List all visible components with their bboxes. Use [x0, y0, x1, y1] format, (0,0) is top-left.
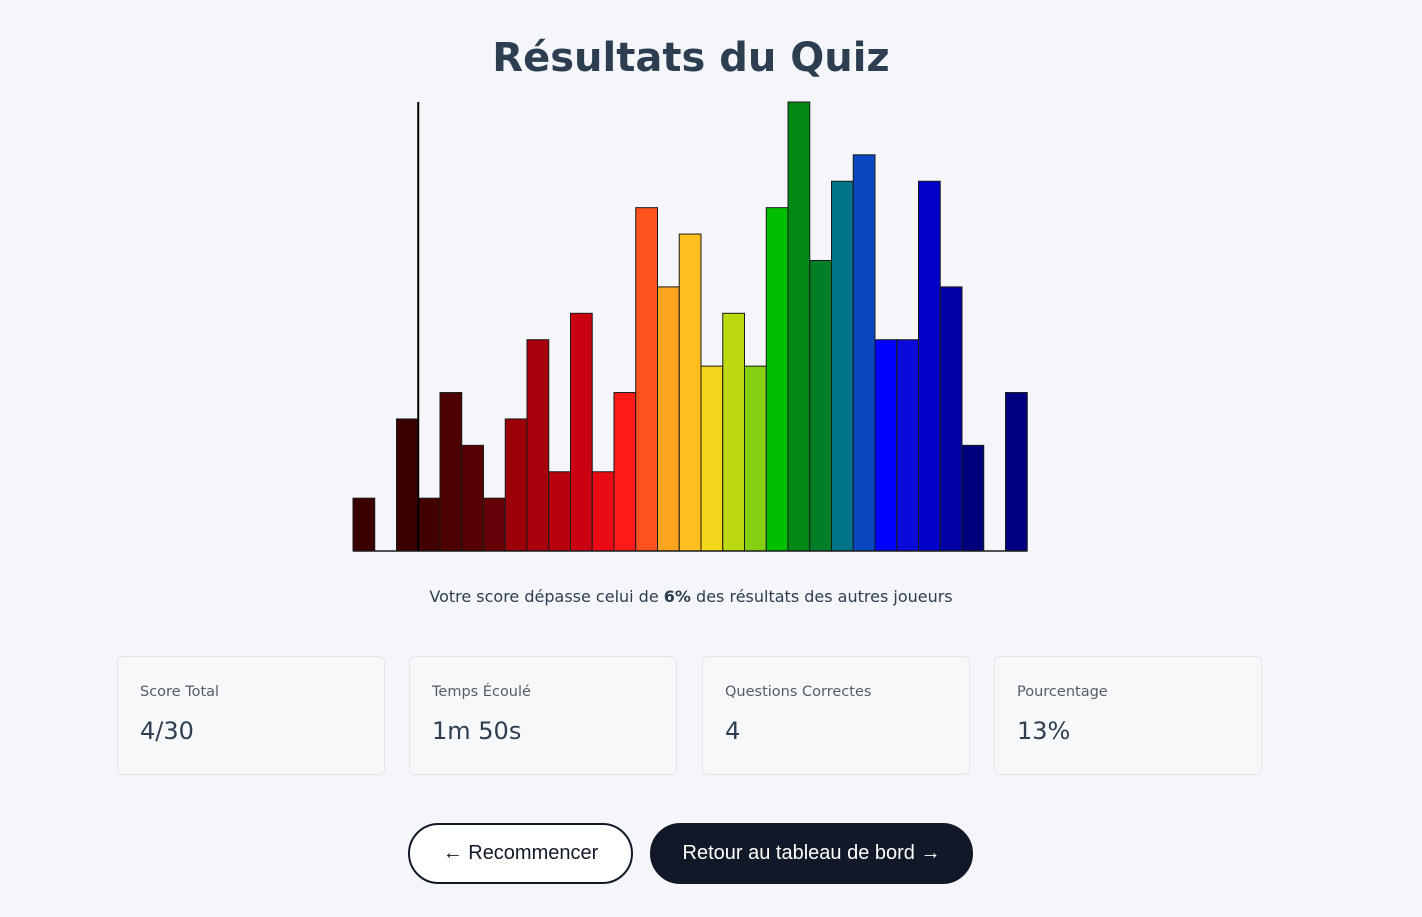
summary-text-after: des résultats des autres joueurs [696, 587, 953, 606]
chart-bars [352, 101, 1028, 552]
histogram-bar [744, 365, 767, 552]
histogram-bar [526, 339, 550, 552]
stat-card-correct-questions: Questions Correctes 4 [702, 656, 970, 775]
histogram-bar [896, 339, 919, 552]
summary-text-before: Votre score dépasse celui de [429, 587, 659, 606]
restart-button[interactable]: ← Recommencer [408, 823, 633, 884]
histogram-bar [961, 444, 985, 552]
histogram-bar [939, 286, 963, 552]
stat-value: 4 [725, 717, 741, 745]
histogram-bar [591, 471, 615, 552]
stat-label: Temps Écoulé [432, 684, 531, 700]
stat-value: 13% [1017, 717, 1071, 745]
histogram-bar [787, 101, 811, 552]
histogram-bar [483, 497, 506, 552]
histogram-bar [831, 180, 854, 552]
back-to-dashboard-button[interactable]: Retour au tableau de bord → [650, 823, 973, 884]
stat-label: Questions Correctes [725, 684, 872, 700]
histogram-bar [1005, 392, 1028, 552]
histogram-bar [635, 207, 658, 552]
histogram-bar [809, 259, 832, 552]
histogram-bar [439, 392, 463, 552]
histogram-bar [548, 471, 571, 552]
histogram-bar [417, 497, 441, 552]
stat-label: Pourcentage [1017, 684, 1108, 700]
histogram-bar [613, 392, 637, 552]
stat-card-percentage: Pourcentage 13% [994, 656, 1262, 775]
histogram-bar [352, 497, 376, 552]
histogram-bar [918, 180, 941, 552]
histogram-bar [396, 418, 419, 552]
histogram-bar [657, 286, 680, 552]
page-title: Résultats du Quiz [492, 35, 890, 81]
stat-value: 1m 50s [432, 717, 522, 745]
histogram-bar [504, 418, 528, 552]
percentile-summary: Votre score dépasse celui de 6% des résu… [0, 585, 1382, 609]
histogram-bar [765, 207, 789, 552]
stats-grid: Score Total 4/30 Temps Écoulé 1m 50s Que… [117, 656, 1264, 777]
stat-value: 4/30 [140, 717, 194, 745]
histogram-bar [570, 312, 593, 552]
histogram-bar [874, 339, 898, 552]
histogram-bar [722, 312, 745, 552]
stat-card-score-total: Score Total 4/30 [117, 656, 385, 775]
histogram-bar [700, 365, 724, 552]
percentile-value: 6% [663, 587, 691, 606]
stat-label: Score Total [140, 684, 220, 700]
histogram-bar [852, 154, 876, 552]
histogram-bar [678, 233, 702, 552]
histogram-bar [461, 444, 484, 552]
stat-card-elapsed-time: Temps Écoulé 1m 50s [409, 656, 677, 775]
